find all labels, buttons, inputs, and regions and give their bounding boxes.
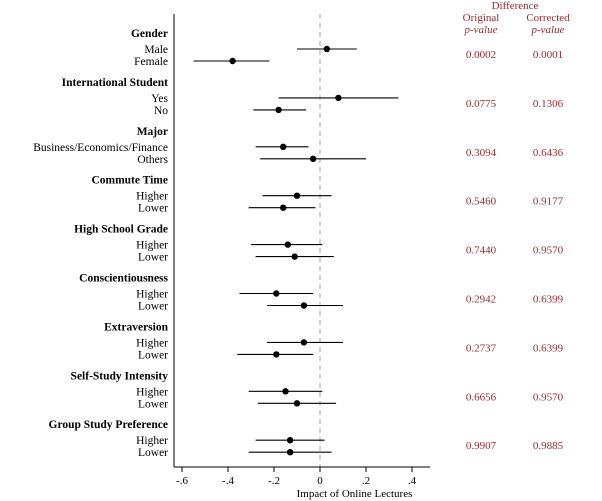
x-tick-label: -.6 [176,475,188,487]
group-heading: Conscientiousness [79,273,168,285]
corrected-p-value: 0.9570 [533,391,564,403]
point-estimate [300,302,308,309]
x-tick-label: -.4 [222,475,234,487]
point-estimate [291,253,298,260]
x-tick-label: .4 [408,475,417,487]
group-heading: Self-Study Intensity [71,370,169,382]
original-p-value: 0.0002 [466,49,496,61]
x-tick-label: .2 [362,475,370,487]
row-label: Higher [136,289,168,301]
original-p-value: 0.2737 [466,342,497,354]
point-estimate [286,449,294,456]
pvalue-header-original-sub: p-value [464,24,498,36]
corrected-p-value: 0.9177 [533,196,564,208]
original-p-value: 0.2942 [466,294,496,306]
group-heading: High School Grade [74,224,168,236]
group-heading: Gender [131,28,168,40]
point-estimate [335,94,342,102]
corrected-p-value: 0.6399 [533,342,564,354]
x-axis-label: Impact of Online Lectures [297,488,413,500]
pvalue-header-corrected-sub: p-value [531,24,565,36]
point-estimate [284,241,291,248]
pvalue-header-corrected: Corrected [526,12,570,24]
row-label: Female [134,56,168,68]
row-label: Business/Economics/Finance [33,142,168,154]
point-estimate [275,106,282,114]
group-heading: International Student [62,77,169,89]
x-tick-label: -.2 [268,475,280,487]
group-heading: Extraversion [104,321,168,333]
corrected-p-value: 0.9885 [533,440,564,452]
original-p-value: 0.7440 [466,245,497,257]
group-heading: Major [137,126,168,138]
row-label: Others [137,154,168,166]
pvalue-header-original: Original [463,12,500,24]
corrected-p-value: 0.1306 [533,98,564,110]
row-label: Higher [136,240,168,252]
x-tick-label: 0 [317,475,323,487]
row-label: Lower [138,349,168,361]
row-label: Lower [138,301,168,313]
point-estimate [293,400,301,407]
point-estimate [280,204,287,211]
row-label: Yes [151,93,168,105]
row-label: Higher [136,191,168,203]
row-label: Lower [138,203,168,215]
point-estimate [286,437,294,444]
row-label: Lower [138,252,168,264]
group-heading: Commute Time [91,175,168,187]
row-label: Lower [138,398,168,410]
point-estimate [300,339,308,346]
corrected-p-value: 0.0001 [533,49,563,61]
point-estimate [280,143,287,150]
pvalue-header-group: Difference [492,0,539,12]
point-estimate [323,45,331,53]
point-estimate [273,290,280,297]
point-estimate [309,155,317,162]
corrected-p-value: 0.6399 [533,294,564,306]
point-estimate [282,388,289,395]
point-estimate [293,192,301,199]
original-p-value: 0.5460 [466,196,497,208]
row-label: Higher [136,337,168,349]
corrected-p-value: 0.9570 [533,245,564,257]
original-p-value: 0.6656 [466,391,497,403]
row-label: Lower [138,447,168,459]
point-estimate [273,351,280,358]
original-p-value: 0.3094 [466,147,497,159]
original-p-value: 0.9907 [466,440,497,452]
corrected-p-value: 0.6436 [533,147,564,159]
row-label: Higher [136,435,168,447]
row-label: Male [144,44,168,56]
point-estimate [229,57,236,65]
row-label: Higher [136,386,168,398]
row-label: No [154,105,168,117]
group-heading: Group Study Preference [49,419,168,431]
original-p-value: 0.0775 [466,98,497,110]
